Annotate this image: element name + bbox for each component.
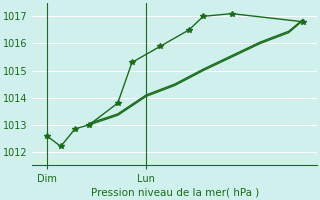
X-axis label: Pression niveau de la mer( hPa ): Pression niveau de la mer( hPa ) [91, 187, 259, 197]
